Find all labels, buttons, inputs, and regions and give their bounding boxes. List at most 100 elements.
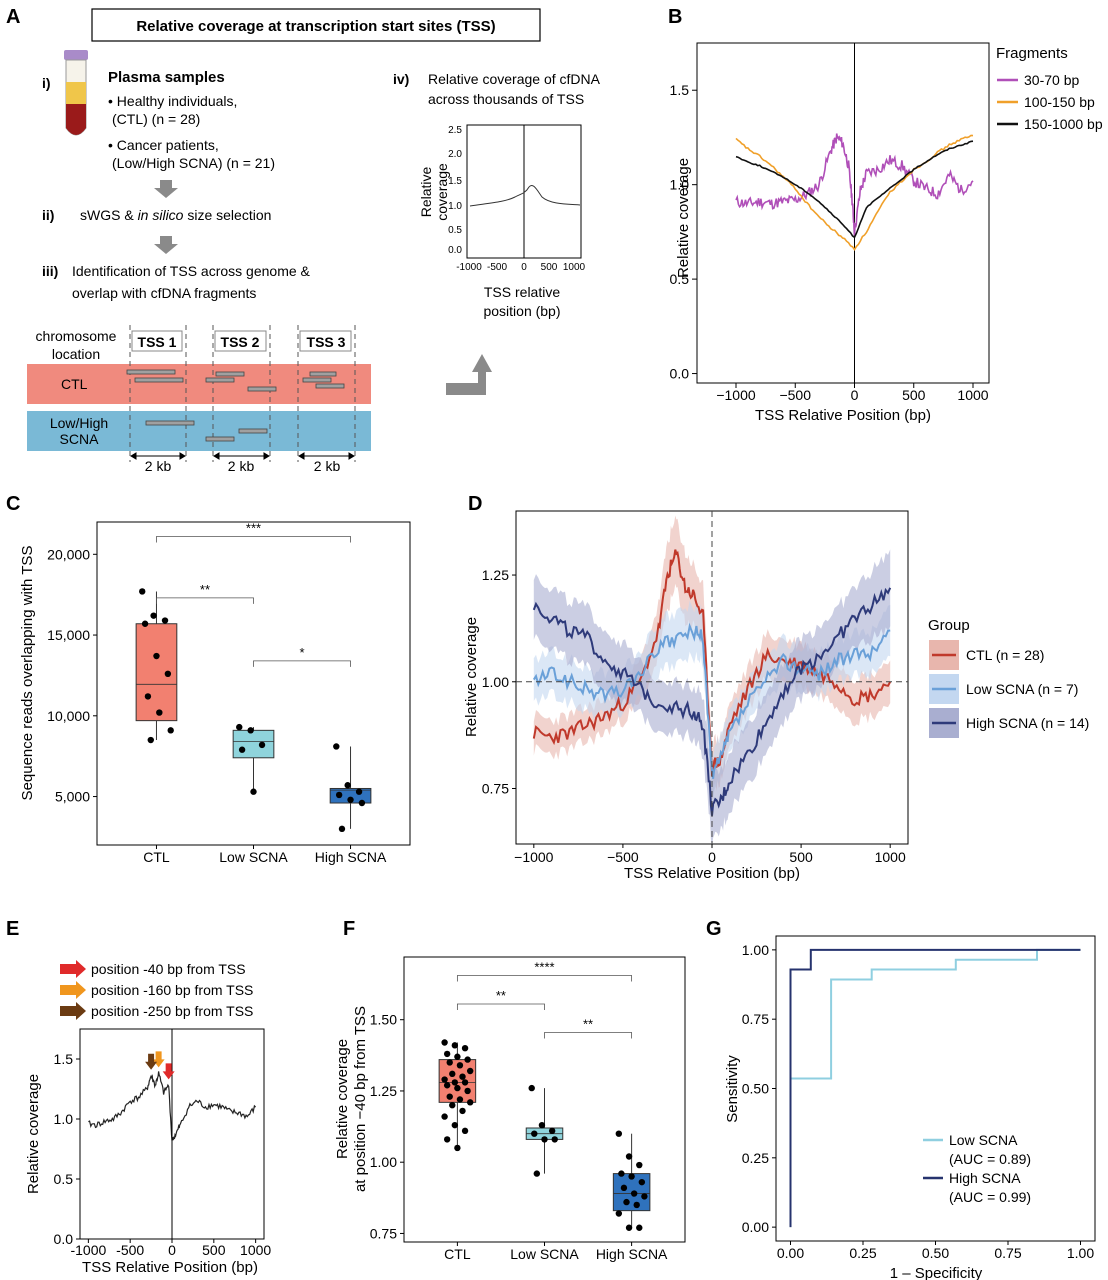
y-tick-label: 1.25 (370, 1083, 397, 1099)
data-point (459, 1073, 466, 1080)
x-tick-label: 500 (789, 849, 813, 865)
y-tick-label: 0.5 (670, 271, 690, 287)
data-point (441, 1076, 448, 1083)
legend-label: 30-70 bp (1024, 72, 1079, 88)
step-iii-label: iii) (42, 263, 58, 279)
inset-ylabel-1: Relative (418, 167, 434, 218)
tss-window-dashed-lines (129, 325, 356, 462)
data-point (441, 1113, 448, 1120)
panel-b-ylabel: Relative coverage (675, 158, 692, 278)
panel-f-ylabel-2: at position −40 bp from TSS (352, 1006, 369, 1192)
series-line-150-1000-bp (735, 140, 974, 239)
inset-ytick: 2.5 (448, 125, 462, 136)
data-point (633, 1201, 640, 1209)
legend-label: 150-1000 bp (1024, 116, 1103, 132)
data-point (167, 727, 174, 734)
data-point (144, 693, 152, 700)
legend-label: High SCNA (949, 1170, 1021, 1186)
x-tick-label: 0 (708, 849, 716, 865)
significance-bracket (156, 597, 254, 604)
data-point (636, 1224, 643, 1231)
panel-d-chart: −1000 −500 0 500 1000 0.75 1.00 1.25 TSS Relati… (463, 510, 1089, 882)
panel-b-legend-title: Fragments (996, 45, 1068, 62)
y-tick-label: 10,000 (47, 708, 90, 724)
data-point (531, 1130, 538, 1137)
y-tick-label: 20,000 (47, 546, 90, 562)
y-tick-label: 0.25 (742, 1150, 769, 1166)
data-point (451, 1079, 459, 1086)
significance-bracket (544, 1032, 633, 1039)
y-tick-label: 0.00 (742, 1219, 769, 1235)
y-tick-label: 1.5 (54, 1051, 74, 1067)
x-tick-label: −1000 (514, 849, 554, 865)
panel-b-chart: −1000 −500 0 500 1000 0.0 0.5 1.0 1.5 TSS Relati… (670, 42, 1103, 424)
panel-b-xlabel: TSS Relative Position (bp) (755, 407, 931, 424)
step-i-line4: (Low/High SCNA) (n = 21) (112, 155, 275, 171)
inset-ytick: 0.5 (448, 225, 462, 236)
step-ii-label: ii) (42, 207, 54, 223)
data-point (451, 1042, 459, 1049)
data-point (541, 1136, 548, 1143)
inset-xtick: -1000 (456, 262, 482, 273)
panel-g-frame (775, 935, 1096, 1242)
legend-label: position -160 bp from TSS (91, 982, 253, 998)
data-point (338, 825, 346, 833)
data-point (446, 1059, 453, 1066)
data-point (441, 1039, 448, 1046)
step-iv-line2: across thousands of TSS (428, 91, 584, 107)
chromosome-label: chromosome (36, 328, 117, 344)
data-point (238, 746, 246, 753)
y-tick-label: 0.50 (742, 1081, 769, 1097)
y-tick-label: 0.75 (742, 1011, 769, 1027)
x-tick-label: 0 (851, 387, 859, 403)
data-point (449, 1070, 456, 1078)
data-point (153, 652, 160, 660)
data-point (358, 799, 366, 807)
significance-bracket (253, 660, 351, 667)
data-point (625, 1153, 633, 1160)
step-iii-line2: overlap with cfDNA fragments (72, 285, 256, 301)
inset-ytick: 1.0 (448, 201, 462, 212)
data-point (443, 1136, 451, 1143)
coverage-line (88, 1071, 257, 1141)
panel-e-ylabel: Relative coverage (25, 1074, 42, 1194)
panel-label-b: B (668, 6, 682, 28)
kb-scale-bars (130, 452, 355, 460)
data-point (258, 741, 266, 749)
series-line-30-70-bp (735, 133, 974, 236)
data-point (630, 1190, 638, 1197)
data-point (446, 1093, 453, 1100)
roc-curve (789, 948, 1081, 1228)
step-i-line1: • Healthy individuals, (108, 93, 237, 109)
arrow-right-icon (60, 1002, 86, 1020)
x-tick-label: Low SCNA (510, 1246, 579, 1262)
significance-label: **** (534, 960, 554, 975)
inset-ytick: 2.0 (448, 149, 462, 160)
x-tick-label: −500 (607, 849, 639, 865)
ctl-track-label: CTL (61, 376, 88, 392)
tss2-box (214, 330, 267, 352)
step-i-label: i) (42, 75, 51, 91)
panel-a-title-box (91, 8, 541, 42)
x-tick-label: −1000 (716, 387, 756, 403)
panel-g-xlabel: 1 – Specificity (890, 1265, 983, 1280)
panel-label-e: E (6, 918, 19, 940)
inset-ylabel-2: coverage (434, 163, 450, 221)
y-tick-label: 0.0 (54, 1231, 74, 1247)
y-tick-label: 1.00 (742, 942, 769, 958)
legend-label: CTL (n = 28) (966, 647, 1044, 663)
panel-d-ylabel: Relative coverage (463, 617, 480, 737)
y-tick-label: 1.5 (670, 82, 690, 98)
data-point (636, 1161, 643, 1169)
x-tick-label: CTL (143, 849, 170, 865)
inset-xtick: 500 (541, 262, 558, 273)
roc-curve (789, 948, 1081, 1228)
x-tick-label: 0.75 (994, 1245, 1021, 1261)
data-point (618, 1170, 625, 1177)
data-point (333, 743, 340, 750)
x-tick-label: -500 (116, 1242, 144, 1258)
data-point (625, 1224, 633, 1231)
legend-label: Low SCNA (949, 1132, 1018, 1148)
y-tick-label: 15,000 (47, 627, 90, 643)
